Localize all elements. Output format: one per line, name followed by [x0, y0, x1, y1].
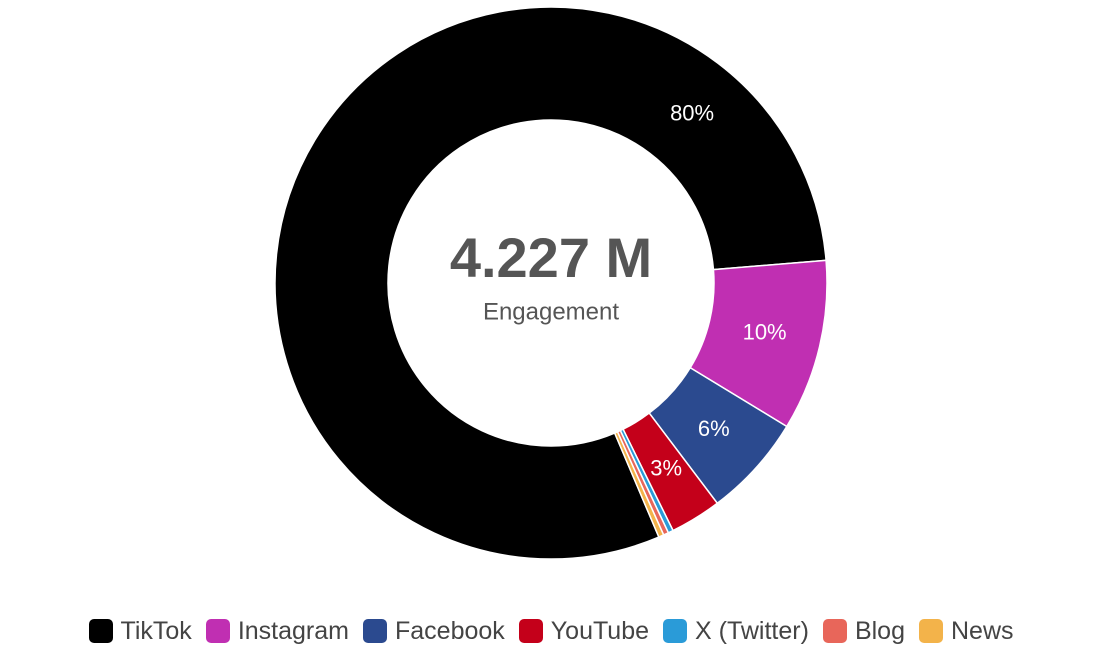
legend-swatch-x-twitter — [663, 619, 688, 643]
legend-item-instagram: Instagram — [205, 616, 349, 646]
slice-tiktok — [274, 6, 827, 560]
slice-label-youtube: 3% — [650, 456, 682, 481]
legend-label-tiktok: TikTok — [120, 616, 192, 645]
legend-item-tiktok: TikTok — [88, 616, 192, 646]
slice-label-instagram: 10% — [743, 319, 787, 344]
legend: TikTok Instagram Facebook YouTube X (Twitter… — [0, 614, 1102, 648]
legend-label-facebook: Facebook — [394, 616, 505, 645]
legend-label-youtube: YouTube — [550, 616, 650, 645]
legend-item-news: News — [918, 616, 1014, 646]
donut-svg: 80% 10% 6% 3% 4.227 M Engagement — [274, 6, 828, 560]
legend-swatch-instagram — [205, 619, 230, 643]
center-caption: Engagement — [483, 298, 619, 325]
legend-label-news: News — [950, 616, 1014, 645]
legend-swatch-youtube — [518, 619, 543, 643]
legend-label-blog: Blog — [854, 616, 905, 645]
slice-label-tiktok: 80% — [670, 101, 714, 126]
slice-news — [613, 430, 665, 539]
center-value: 4.227 M — [450, 226, 652, 289]
slice-label-facebook: 6% — [698, 416, 730, 441]
legend-label-x-twitter: X (Twitter) — [695, 616, 809, 645]
legend-swatch-news — [918, 619, 943, 643]
legend-swatch-facebook — [362, 619, 387, 643]
legend-item-youtube: YouTube — [518, 616, 650, 646]
legend-item-x-twitter: X (Twitter) — [663, 617, 809, 646]
legend-swatch-blog — [822, 619, 847, 643]
legend-label-instagram: Instagram — [237, 616, 349, 645]
slices-group — [274, 6, 828, 560]
legend-swatch-tiktok — [88, 619, 113, 643]
legend-item-facebook: Facebook — [362, 616, 505, 646]
donut-chart: 80% 10% 6% 3% 4.227 M Engagement — [274, 6, 828, 560]
legend-item-blog: Blog — [822, 616, 905, 646]
slice-labels-group: 80% 10% 6% 3% — [650, 101, 786, 481]
